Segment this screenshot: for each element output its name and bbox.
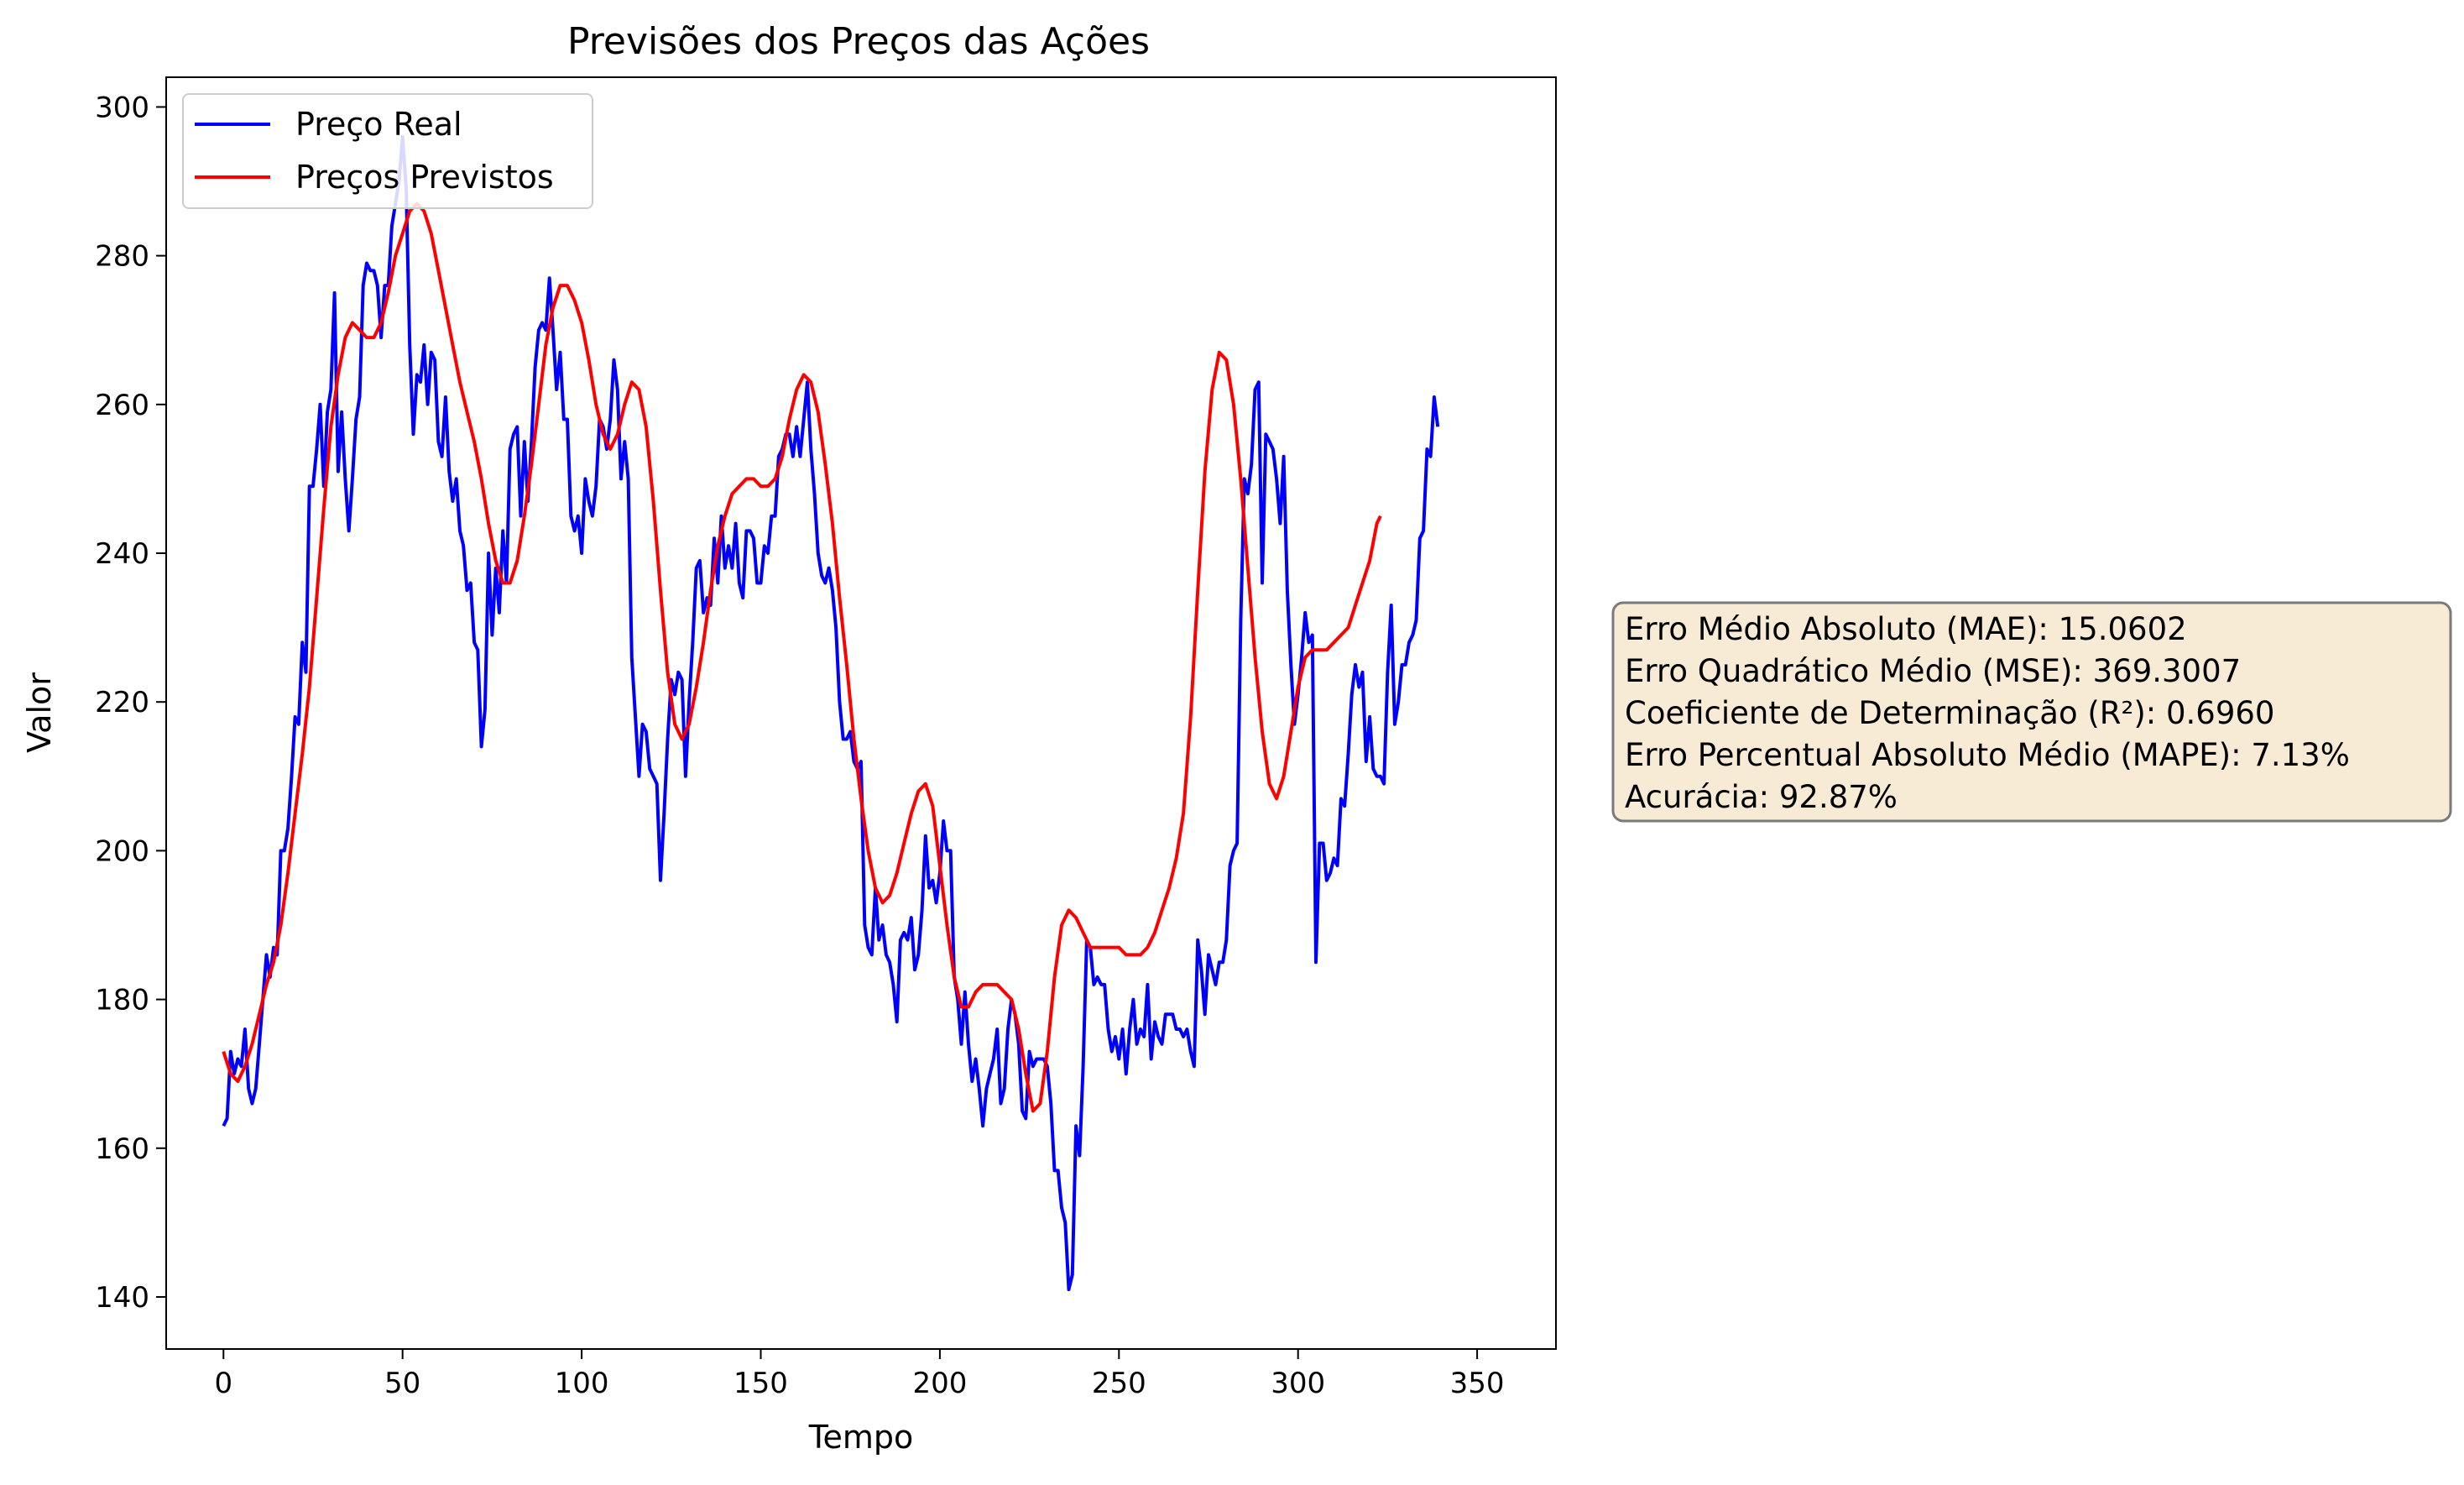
series-line-real <box>222 134 1440 1292</box>
x-tick-label: 0 <box>214 1367 232 1400</box>
legend-box <box>182 93 593 209</box>
plot-frame <box>165 76 1557 1350</box>
y-tick-label: 180 <box>95 984 149 1017</box>
metric-accuracy: Acurácia: 92.87% <box>1625 779 1898 815</box>
metric-mse: Erro Quadrático Médio (MSE): 369.3007 <box>1625 653 2241 689</box>
y-tick-label: 280 <box>95 240 149 274</box>
metric-r2: Coeficiente de Determinação (R²): 0.6960 <box>1625 695 2274 731</box>
metrics-box-background <box>1611 601 2452 823</box>
x-tick-label: 100 <box>555 1367 609 1400</box>
x-tick-label: 250 <box>1092 1367 1146 1400</box>
metrics-box: Erro Médio Absoluto (MAE): 15.0602 Erro … <box>1611 601 2452 823</box>
x-axis: 0 50 100 150 200 250 300 350 <box>214 1349 1505 1400</box>
x-axis-label: Tempo <box>808 1419 914 1456</box>
y-tick-label: 160 <box>95 1132 149 1166</box>
y-tick-label: 200 <box>95 834 149 868</box>
x-tick-label: 350 <box>1450 1367 1505 1400</box>
chart-title: Previsões dos Preços das Ações <box>567 20 1150 63</box>
y-tick-label: 220 <box>95 686 149 719</box>
y-axis: 140 160 180 200 220 240 260 280 300 <box>95 91 166 1315</box>
metric-mae: Erro Médio Absoluto (MAE): 15.0602 <box>1625 611 2187 647</box>
y-tick-label: 140 <box>95 1281 149 1315</box>
legend-label-predicted: Preços Previstos <box>295 159 554 196</box>
legend-label-real: Preço Real <box>295 106 462 143</box>
x-tick-label: 50 <box>384 1367 420 1400</box>
y-tick-label: 260 <box>95 389 149 422</box>
x-tick-label: 300 <box>1271 1367 1325 1400</box>
y-axis-label: Valor <box>21 672 58 753</box>
x-tick-label: 200 <box>912 1367 967 1400</box>
y-tick-label: 240 <box>95 537 149 571</box>
y-tick-label: 300 <box>95 91 149 124</box>
x-tick-label: 150 <box>733 1367 788 1400</box>
legend: Preço Real Preços Previstos <box>182 93 593 209</box>
metric-mape: Erro Percentual Absoluto Médio (MAPE): 7… <box>1625 737 2350 773</box>
